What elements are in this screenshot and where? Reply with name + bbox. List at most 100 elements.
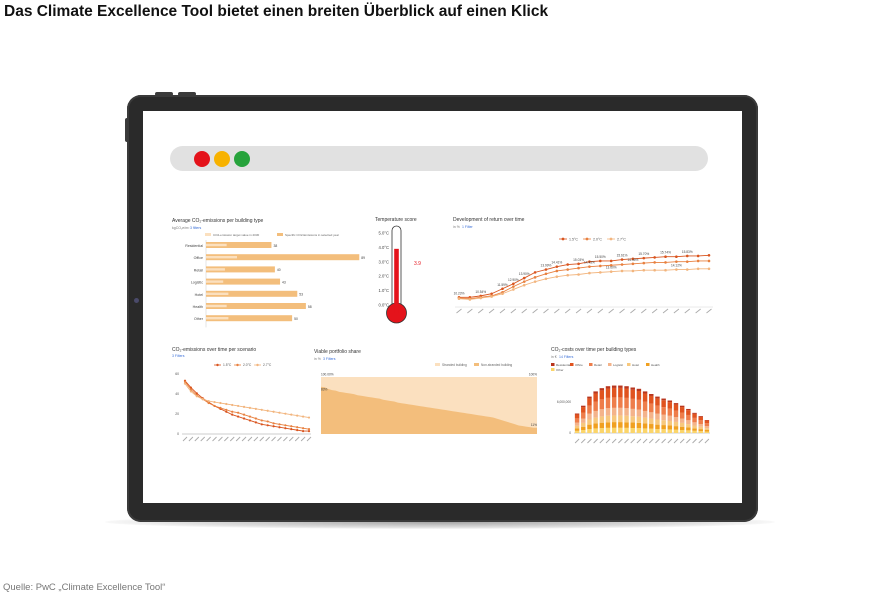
bar-segment <box>624 386 629 389</box>
bar-segment <box>686 410 691 415</box>
data-point <box>254 421 257 424</box>
bar-segment <box>661 407 666 415</box>
bar-segment <box>636 409 642 417</box>
tick-label-mark <box>684 308 691 314</box>
bar-segment <box>630 387 635 390</box>
bar-segment <box>636 422 642 429</box>
data-label: 15.50% <box>595 255 606 259</box>
bar-segment <box>704 431 710 433</box>
data-point <box>631 257 635 261</box>
legend-swatch <box>474 363 479 366</box>
legend-item: 1.5°C <box>223 363 232 367</box>
data-point <box>183 380 187 383</box>
legend-swatch <box>435 363 440 366</box>
data-point <box>307 416 311 419</box>
legend-swatch <box>589 363 593 366</box>
data-point <box>219 406 222 409</box>
emissions-by-type-unit: kgCO₂e/m² <box>172 226 190 230</box>
bar-segment <box>618 387 623 398</box>
returns-unit: in % <box>453 225 460 229</box>
headline: Das Climate Excellence Tool bietet einen… <box>4 3 549 20</box>
data-point <box>512 285 515 288</box>
bar-segment <box>581 426 586 430</box>
data-point <box>248 406 252 409</box>
legend-item: Stranded building <box>442 363 467 367</box>
bar-segment <box>599 409 605 417</box>
tick-label-mark <box>235 436 241 442</box>
legend-item: Health <box>651 363 660 367</box>
data-point <box>642 256 646 260</box>
bar-segment <box>605 386 611 389</box>
data-point <box>301 427 305 430</box>
bar-segment <box>649 394 654 396</box>
source-note: Quelle: PwC „Climate Excellence Tool“ <box>3 582 166 593</box>
target-bar <box>206 280 224 283</box>
bar <box>206 242 272 248</box>
bar-segment <box>692 430 697 433</box>
bar-segment <box>593 401 598 411</box>
bar <box>206 266 275 273</box>
bar-segment <box>673 429 679 433</box>
bar-segment <box>673 403 679 405</box>
costs-filter[interactable]: 14 Filters <box>559 355 574 359</box>
data-point <box>272 422 275 425</box>
bar-segment <box>649 418 654 425</box>
bar-segment <box>630 416 635 423</box>
browser-address-bar[interactable] <box>170 146 708 171</box>
data-point <box>696 254 700 258</box>
bar-segment <box>593 417 598 424</box>
bar-segment <box>624 422 629 428</box>
tick-label-mark <box>662 308 669 314</box>
data-point <box>577 273 580 276</box>
tick-label-mark <box>253 436 259 442</box>
tick-label-mark <box>241 436 247 442</box>
bar-segment <box>673 417 679 422</box>
data-point <box>231 403 234 407</box>
bar-segment <box>661 420 666 426</box>
data-point <box>248 415 252 418</box>
tick-label-mark <box>499 308 506 314</box>
bar-segment <box>642 417 648 424</box>
returns-filter[interactable]: 1 Filter <box>462 225 473 229</box>
bar-segment <box>661 429 666 433</box>
data-point <box>213 400 216 404</box>
bar-segment <box>636 391 642 400</box>
data-point <box>609 259 613 263</box>
bar-segment <box>704 420 710 421</box>
legend-swatch <box>205 233 211 236</box>
emissions-time-title: CO₂-emissions over time per scenario <box>172 347 257 353</box>
data-point <box>664 255 667 258</box>
data-point <box>260 423 263 426</box>
tick-label-mark <box>532 308 538 314</box>
data-point <box>555 265 559 268</box>
emissions-by-type-filter[interactable]: 3 filters <box>190 226 202 230</box>
emissions-time-filter[interactable]: 3 Filters <box>172 354 185 358</box>
red-dot-icon[interactable] <box>194 151 210 167</box>
tick-label: 0 <box>177 432 179 436</box>
data-point <box>201 398 204 401</box>
legend-swatch <box>608 363 612 366</box>
data-label: 15.74% <box>660 251 671 255</box>
target-bar <box>206 268 225 271</box>
tick-label-mark <box>651 308 658 314</box>
yellow-dot-icon[interactable] <box>214 151 230 167</box>
data-point <box>284 427 287 430</box>
portfolio-filter[interactable]: 3 Filters <box>323 357 336 361</box>
series-line <box>459 254 710 298</box>
data-point <box>219 401 222 405</box>
bar-segment <box>587 419 592 425</box>
bar-segment <box>593 391 598 394</box>
data-point <box>296 426 299 429</box>
target-bar <box>206 317 229 320</box>
data-point <box>237 411 240 414</box>
data-point <box>675 260 678 263</box>
bar-segment <box>673 410 679 418</box>
target-bar <box>206 243 227 247</box>
data-point <box>675 255 678 258</box>
tick-label-mark <box>692 438 697 444</box>
tick-label-mark <box>599 438 605 444</box>
bar-segment <box>655 424 660 429</box>
data-point <box>675 268 678 271</box>
data-point <box>231 410 234 413</box>
green-dot-icon[interactable] <box>234 151 250 167</box>
